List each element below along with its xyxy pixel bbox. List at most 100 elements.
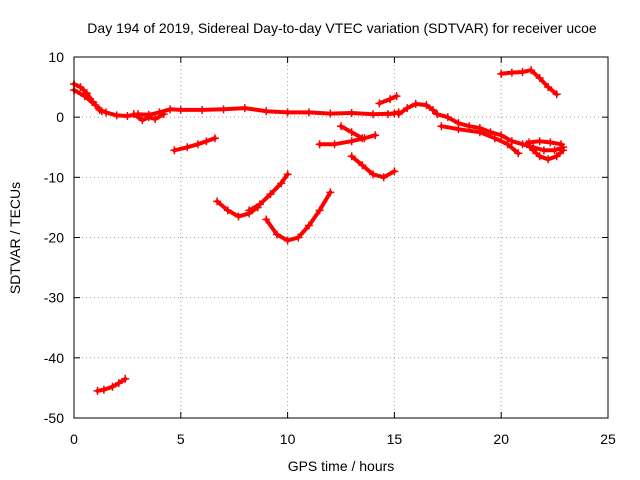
data-point bbox=[234, 212, 243, 221]
data-point bbox=[544, 83, 553, 92]
data-point bbox=[202, 137, 211, 146]
data-point bbox=[497, 131, 506, 140]
data-point bbox=[304, 221, 313, 230]
data-point bbox=[315, 206, 324, 215]
x-axis-title: GPS time / hours bbox=[288, 458, 395, 474]
data-point bbox=[337, 122, 345, 131]
data-point bbox=[93, 386, 102, 395]
series-segment-8.2h bbox=[245, 170, 292, 215]
x-tick-label: 15 bbox=[387, 431, 403, 447]
series-early-descent bbox=[70, 86, 106, 116]
series-segment-13h bbox=[347, 152, 399, 182]
data-point bbox=[503, 140, 512, 149]
y-tick-label: 10 bbox=[48, 49, 64, 65]
y-tick-label: -30 bbox=[44, 290, 64, 306]
data-point bbox=[535, 74, 544, 83]
y-tick-label: -10 bbox=[44, 169, 64, 185]
data-point bbox=[262, 215, 271, 224]
series-band-17.5h bbox=[437, 122, 523, 158]
data-point bbox=[386, 95, 395, 104]
data-point bbox=[326, 188, 335, 197]
data-point bbox=[198, 105, 207, 114]
series-segment-4.7h bbox=[170, 134, 219, 155]
data-point bbox=[315, 140, 324, 149]
data-point bbox=[358, 161, 367, 170]
data-point bbox=[557, 140, 566, 149]
data-point bbox=[454, 125, 463, 134]
data-point bbox=[266, 190, 275, 199]
data-point bbox=[347, 137, 356, 146]
data-point bbox=[170, 146, 179, 155]
data-point bbox=[559, 146, 568, 155]
x-tick-label: 20 bbox=[493, 431, 509, 447]
data-point bbox=[428, 105, 437, 114]
y-axis-title: SDTVAR / TECUs bbox=[7, 182, 23, 294]
data-point bbox=[527, 66, 536, 75]
data-point bbox=[437, 122, 446, 131]
data-point bbox=[108, 382, 117, 391]
series-segment-9h bbox=[262, 188, 335, 245]
data-point bbox=[304, 108, 313, 117]
data-point bbox=[403, 104, 412, 113]
data-point bbox=[347, 128, 356, 137]
series-segment-20h bbox=[497, 66, 561, 99]
series-hump-16h bbox=[394, 99, 568, 155]
data-point bbox=[490, 134, 499, 143]
data-point bbox=[422, 101, 431, 110]
data-point bbox=[283, 236, 292, 245]
y-tick-label: 0 bbox=[56, 109, 64, 125]
chart-title: Day 194 of 2019, Sidereal Day-to-day VTE… bbox=[87, 20, 597, 36]
series-segment-14.3h bbox=[375, 92, 401, 108]
data-point bbox=[552, 152, 561, 161]
data-point bbox=[283, 108, 292, 117]
data-point bbox=[294, 233, 303, 242]
y-tick-label: -40 bbox=[44, 350, 64, 366]
x-tick-label: 10 bbox=[280, 431, 296, 447]
data-point bbox=[123, 111, 132, 120]
y-tick-label: -50 bbox=[44, 410, 64, 426]
y-tick-label: -20 bbox=[44, 230, 64, 246]
data-point bbox=[210, 134, 219, 143]
data-point bbox=[326, 109, 335, 118]
data-point bbox=[151, 114, 160, 123]
data-point bbox=[433, 110, 442, 119]
data-point bbox=[550, 146, 559, 155]
data-point bbox=[535, 152, 544, 161]
data-point bbox=[529, 146, 538, 155]
data-point bbox=[539, 146, 548, 155]
data-point bbox=[507, 137, 516, 146]
data-point bbox=[497, 69, 506, 78]
x-tick-labels: 0 5 10 15 20 25 bbox=[70, 431, 616, 447]
series-segment-1.1h bbox=[93, 374, 130, 395]
data-point bbox=[411, 99, 420, 108]
data-point bbox=[546, 138, 555, 147]
x-tick-label: 0 bbox=[70, 431, 78, 447]
data-point bbox=[518, 68, 527, 77]
data-point bbox=[76, 83, 85, 92]
x-tick-label: 5 bbox=[177, 431, 185, 447]
data-point bbox=[183, 143, 192, 152]
series-tail-21.5h bbox=[524, 137, 566, 149]
x-tick-label: 25 bbox=[600, 431, 616, 447]
data-point bbox=[330, 140, 339, 149]
series-line bbox=[527, 139, 563, 147]
data-point bbox=[507, 68, 516, 77]
data-point bbox=[383, 110, 392, 119]
series-segment-11.5h bbox=[315, 131, 380, 149]
data-point bbox=[514, 149, 523, 158]
series-segment-12.5h bbox=[337, 122, 367, 143]
data-point bbox=[129, 110, 138, 119]
data-point bbox=[475, 128, 484, 137]
data-point bbox=[272, 230, 281, 239]
data-point bbox=[443, 113, 452, 122]
data-point bbox=[283, 170, 292, 179]
data-point bbox=[219, 105, 228, 114]
data-point bbox=[80, 92, 89, 101]
series-line bbox=[524, 142, 566, 162]
data-point bbox=[347, 108, 356, 117]
data-point bbox=[193, 140, 202, 149]
data-point bbox=[277, 179, 286, 188]
data-point bbox=[91, 101, 100, 110]
